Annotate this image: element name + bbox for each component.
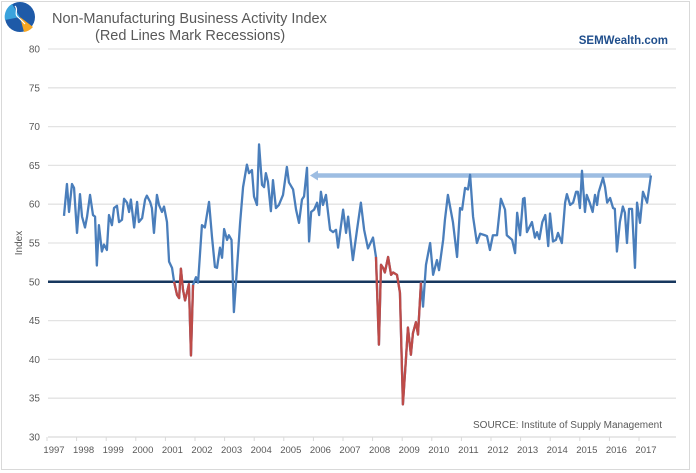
y-axis-label: Index (14, 231, 25, 255)
x-tick-label: 2012 (487, 445, 508, 456)
y-tick-label: 80 (29, 45, 41, 56)
y-tick-label: 35 (29, 394, 41, 405)
x-tick-label: 2015 (576, 445, 597, 456)
x-tick-label: 2016 (606, 445, 627, 456)
y-tick-label: 70 (29, 122, 41, 133)
x-tick-label: 2014 (547, 445, 568, 456)
y-tick-label: 55 (29, 239, 41, 250)
y-tick-label: 50 (29, 277, 41, 288)
y-tick-label: 60 (29, 200, 41, 211)
y-tick-label: 30 (29, 433, 41, 444)
y-tick-label: 40 (29, 355, 41, 366)
chart-subtitle: (Red Lines Mark Recessions) (95, 28, 285, 44)
x-tick-label: 2001 (162, 445, 183, 456)
x-tick-label: 2011 (458, 445, 478, 456)
x-tick-label: 2005 (280, 445, 301, 456)
x-tick-label: 2000 (132, 445, 153, 456)
x-tick-label: 2007 (339, 445, 360, 456)
source-note: SOURCE: Institute of Supply Management (473, 420, 662, 431)
x-tick-label: 1997 (43, 445, 64, 456)
x-tick-label: 2013 (517, 445, 538, 456)
x-tick-label: 2004 (251, 445, 272, 456)
x-tick-label: 2009 (399, 445, 420, 456)
x-tick-label: 2003 (221, 445, 242, 456)
recession-segment (374, 255, 423, 406)
x-tick-label: 1998 (73, 445, 94, 456)
y-tick-label: 75 (29, 83, 41, 94)
x-tick-label: 1999 (103, 445, 124, 456)
x-tick-label: 2002 (191, 445, 212, 456)
x-tick-label: 2017 (635, 445, 656, 456)
recession-segment (172, 267, 195, 357)
brand-label: SEMWealth.com (579, 35, 668, 47)
x-tick-label: 2010 (428, 445, 449, 456)
y-tick-label: 45 (29, 316, 41, 327)
highlight-arrow-head (309, 170, 318, 181)
semwealth-logo (4, 2, 35, 32)
series-line (62, 143, 653, 406)
chart-title: Non-Manufacturing Business Activity Inde… (52, 11, 328, 27)
x-tick-label: 2008 (369, 445, 390, 456)
x-tick-label: 2006 (310, 445, 331, 456)
y-tick-label: 65 (29, 161, 41, 172)
